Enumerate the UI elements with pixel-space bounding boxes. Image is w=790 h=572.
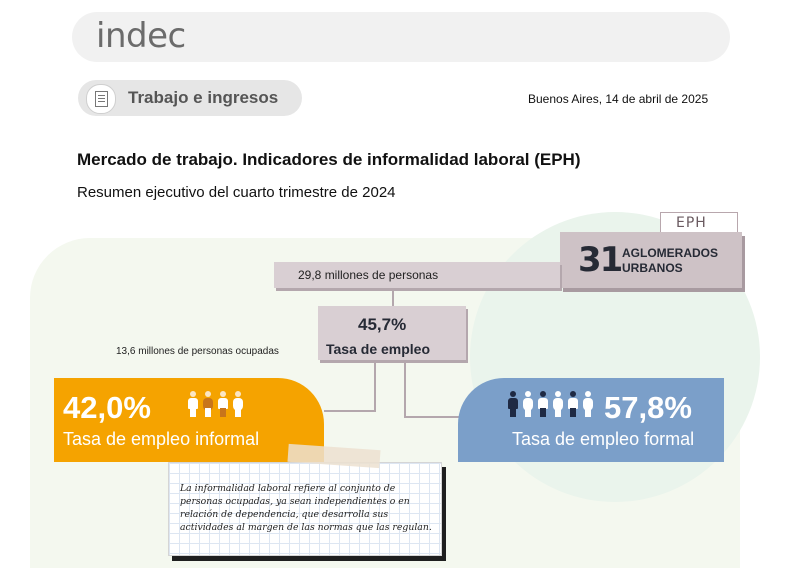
report-subtitle: Resumen ejecutivo del cuarto trimestre d… bbox=[77, 184, 396, 201]
indec-logo[interactable]: indec bbox=[96, 16, 186, 56]
employment-rate-label: Tasa de empleo bbox=[326, 341, 431, 357]
aglomerados-label-2: URBANOS bbox=[622, 261, 683, 275]
informal-employment-label: Tasa de empleo informal bbox=[63, 429, 260, 449]
eph-label: EPH bbox=[676, 215, 707, 231]
person-icon-male bbox=[568, 391, 578, 417]
person-icon-female bbox=[203, 391, 213, 417]
person-icon-female bbox=[233, 391, 243, 417]
connector-line bbox=[392, 288, 394, 306]
connector-line bbox=[324, 410, 376, 412]
person-icon-male bbox=[218, 391, 228, 417]
formal-employment-label: Tasa de empleo formal bbox=[512, 429, 695, 449]
document-icon bbox=[86, 84, 116, 114]
formal-employment-value: 57,8% bbox=[604, 390, 692, 425]
person-icon-female bbox=[583, 391, 593, 417]
date-line: Buenos Aires, 14 de abril de 2025 bbox=[528, 92, 709, 106]
population-text: 29,8 millones de personas bbox=[298, 268, 439, 282]
report-title: Mercado de trabajo. Indicadores de infor… bbox=[77, 150, 581, 169]
formal-employment-card bbox=[458, 378, 724, 462]
aglomerados-number: 31 bbox=[578, 240, 623, 280]
employment-rate-value: 45,7% bbox=[358, 315, 407, 334]
person-icon-male bbox=[538, 391, 548, 417]
connector-line bbox=[404, 416, 460, 418]
occupied-people-text: 13,6 millones de personas ocupadas bbox=[116, 346, 279, 357]
definition-note-text: La informalidad laboral refiere al conju… bbox=[180, 483, 432, 533]
category-label: Trabajo e ingresos bbox=[128, 88, 279, 107]
informal-employment-card bbox=[54, 378, 324, 462]
person-icon-male bbox=[188, 391, 198, 417]
person-icon-female bbox=[553, 391, 563, 417]
header-bar bbox=[72, 12, 730, 62]
formal-people-icons bbox=[508, 391, 604, 421]
informal-people-icons bbox=[188, 391, 258, 421]
population-box bbox=[274, 262, 560, 288]
employment-rate-box bbox=[318, 306, 466, 360]
aglomerados-box bbox=[560, 232, 742, 288]
person-icon-female bbox=[523, 391, 533, 417]
person-icon-male bbox=[508, 391, 518, 417]
connector-line bbox=[374, 360, 376, 412]
definition-note-card bbox=[168, 462, 442, 556]
aglomerados-label-1: AGLOMERADOS bbox=[622, 246, 718, 260]
connector-line bbox=[404, 360, 406, 418]
informal-employment-value: 42,0% bbox=[63, 390, 151, 425]
